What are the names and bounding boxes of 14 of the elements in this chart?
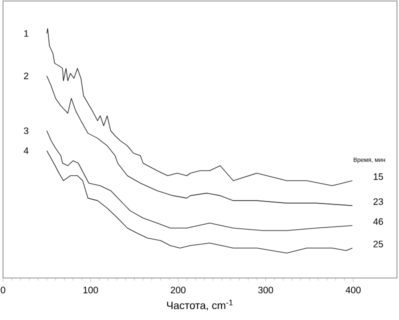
annotation: 15 [374, 173, 384, 180]
x-tick-label: 100 [83, 286, 98, 294]
series-label: 1 [24, 30, 28, 37]
x-tick-label: 200 [170, 286, 186, 294]
x-tick-label: 300 [258, 286, 274, 294]
annotation: 25 [374, 240, 384, 248]
x-tick-label: 400 [346, 286, 361, 294]
series-label: 2 [24, 72, 28, 80]
x-axis-title: Частота, cm$^{-1}$ [167, 300, 233, 310]
x-tick-label: 0 [0, 286, 6, 294]
annotation: 23 [374, 198, 384, 205]
series-label: 4 [24, 148, 28, 154]
series-label: 3 [24, 127, 28, 134]
annotation: 46 [373, 218, 384, 225]
